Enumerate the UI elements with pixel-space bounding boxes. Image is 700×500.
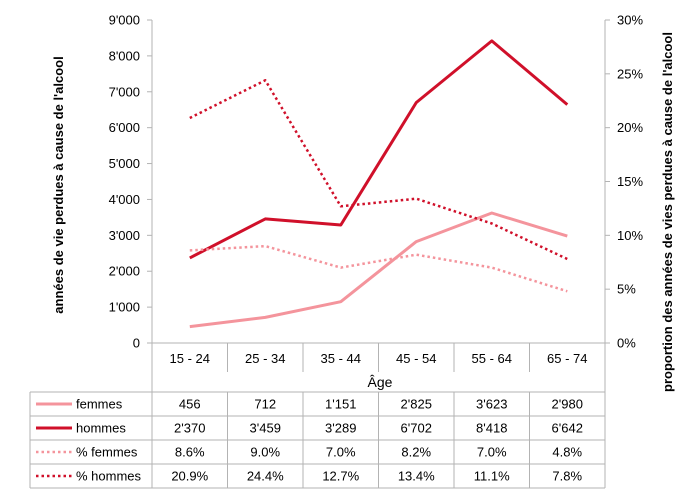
y-right-tick-label: 5% [617, 282, 636, 297]
y-left-tick-label: 5'000 [109, 156, 140, 171]
x-tick-label: 45 - 54 [396, 351, 436, 366]
series-line-hommes [189, 39, 569, 260]
table-cell: 9.0% [250, 445, 280, 460]
y-axis-right-ticks: 0% 5% 10% 15% 20% 25% 30% [605, 13, 643, 351]
y-axis-left-ticks: 0 1'000 2'000 3'000 4'000 5'000 6'000 7'000 8'00… [109, 13, 152, 351]
table-cell: 3'289 [325, 421, 356, 436]
table-cell: 24.4% [247, 469, 284, 484]
y-axis-right-title: proportion des années de vies perdues à … [660, 32, 675, 392]
chart-frame: 15 - 24 25 - 34 35 - 44 45 - 54 55 - 64 65 - … [151, 20, 606, 488]
table-cell: 456 [179, 397, 201, 412]
y-left-tick-label: 4'000 [109, 192, 140, 207]
table-cell: 3'459 [250, 421, 281, 436]
table-cell: 8.2% [401, 445, 431, 460]
legend-label: % femmes [76, 445, 138, 460]
y-left-tick-label: 8'000 [109, 48, 140, 63]
table-cell: 11.1% [474, 469, 510, 484]
table-cell: 1'151 [325, 397, 356, 412]
x-axis-title: Âge [368, 374, 393, 390]
y-left-tick-label: 9'000 [109, 13, 140, 28]
table-cell: 712 [254, 397, 276, 412]
table-cell: 12.7% [322, 469, 359, 484]
table-cell: 7.0% [477, 445, 507, 460]
data-table: femmes 456 712 1'151 2'825 3'623 2'980 hommes 2'… [29, 391, 605, 489]
y-left-tick-label: 2'000 [109, 264, 140, 279]
table-cell: 6'702 [401, 421, 432, 436]
x-tick-label: 65 - 74 [547, 351, 587, 366]
series-line-femmes [189, 211, 568, 329]
y-left-tick-label: 3'000 [109, 228, 140, 243]
table-cell: 2'370 [174, 421, 205, 436]
table-cell: 2'980 [552, 397, 583, 412]
series-line-femmes [189, 244, 568, 293]
x-tick-label: 25 - 34 [245, 351, 285, 366]
series-lines [189, 39, 569, 329]
legend-label: % hommes [76, 469, 142, 484]
series-line-hommes [189, 79, 568, 261]
legend-label: hommes [76, 421, 126, 436]
y-right-tick-label: 20% [617, 120, 643, 135]
table-cell: 6'642 [552, 421, 583, 436]
y-left-tick-label: 6'000 [109, 120, 140, 135]
y-right-tick-label: 15% [617, 174, 643, 189]
table-cell: 2'825 [401, 397, 432, 412]
legend-label: femmes [76, 397, 123, 412]
table-cell: 8.6% [175, 445, 205, 460]
y-right-tick-label: 10% [617, 228, 643, 243]
y-right-tick-label: 30% [617, 13, 643, 28]
table-cell: 7.0% [326, 445, 356, 460]
table-cell: 13.4% [398, 469, 435, 484]
y-axis-left-title: années de vie perdues à cause de l'alcoo… [51, 56, 66, 313]
table-cell: 8'418 [476, 421, 507, 436]
table-cell: 20.9% [171, 469, 208, 484]
y-right-tick-label: 25% [617, 66, 643, 81]
table-cell: 4.8% [552, 445, 582, 460]
x-tick-label: 55 - 64 [472, 351, 512, 366]
y-left-tick-label: 7'000 [109, 84, 140, 99]
y-right-tick-label: 0% [617, 336, 636, 351]
y-left-tick-label: 0 [133, 336, 140, 351]
x-tick-label: 15 - 24 [170, 351, 210, 366]
table-cell: 7.8% [552, 469, 582, 484]
table-cell: 3'623 [476, 397, 507, 412]
x-tick-label: 35 - 44 [321, 351, 361, 366]
y-left-tick-label: 1'000 [109, 300, 140, 315]
